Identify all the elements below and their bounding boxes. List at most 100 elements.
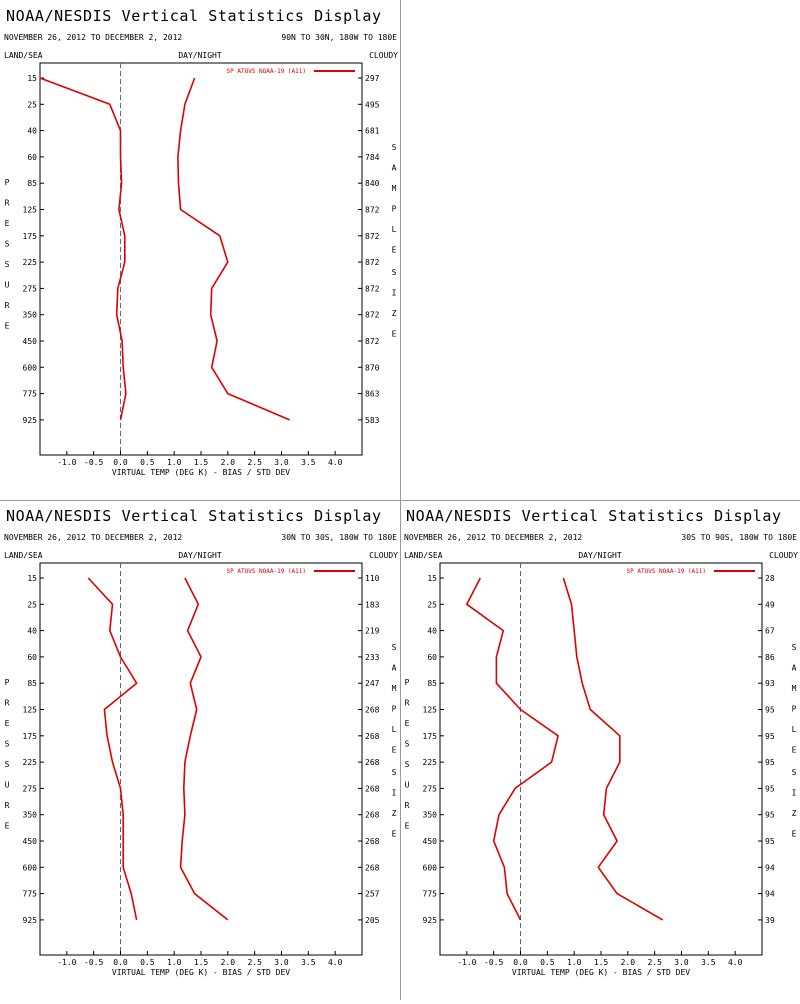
pressure-tick-label: 175 xyxy=(23,732,38,741)
sample-size-label: 95 xyxy=(765,706,775,715)
sample-axis-letter: E xyxy=(792,746,797,755)
sample-size-label: 67 xyxy=(765,627,775,636)
sample-size-label: 110 xyxy=(365,574,380,583)
x-tick-label: 1.5 xyxy=(194,458,209,467)
pressure-tick-label: 40 xyxy=(27,627,37,636)
sample-axis-letter: P xyxy=(792,705,797,714)
bias-series-line xyxy=(466,577,559,921)
cloudy-label: CLOUDY xyxy=(369,51,398,60)
sample-size-label: 93 xyxy=(765,679,775,688)
x-tick-label: 1.5 xyxy=(594,958,609,967)
sample-axis-letter: L xyxy=(392,725,397,734)
sample-size-label: 95 xyxy=(765,732,775,741)
std-dev-series-line xyxy=(177,77,290,421)
size-axis-letter: S xyxy=(792,768,797,777)
x-tick-label: 2.5 xyxy=(647,958,662,967)
pressure-axis-letter: R xyxy=(5,301,10,310)
pressure-axis-letter: R xyxy=(5,699,10,708)
region-label: 30N TO 30S, 180W TO 180E xyxy=(281,533,397,542)
date-range: NOVEMBER 26, 2012 TO DECEMBER 2, 2012 xyxy=(4,33,182,42)
x-tick-label: 0.0 xyxy=(113,958,128,967)
x-tick-label: 2.5 xyxy=(247,458,262,467)
chart-svg: NOAA/NESDIS Vertical Statistics Display N… xyxy=(4,7,398,477)
legend-label: SP ATOVS NOAA-19 (A11) xyxy=(227,68,306,75)
x-tick-label: 2.5 xyxy=(247,958,262,967)
x-tick-label: 4.0 xyxy=(328,958,343,967)
divider-horizontal xyxy=(0,500,800,501)
pressure-axis-letter: U xyxy=(5,781,10,790)
sample-size-label: 219 xyxy=(365,627,380,636)
x-tick-label: 0.0 xyxy=(513,958,528,967)
sample-axis-letter: S xyxy=(392,143,397,152)
sample-size-label: 872 xyxy=(365,206,380,215)
sample-size-label: 268 xyxy=(365,837,380,846)
x-axis-label: VIRTUAL TEMP (DEG K) - BIAS / STD DEV xyxy=(112,968,290,977)
x-tick-label: 2.0 xyxy=(621,958,636,967)
sample-size-label: 257 xyxy=(365,890,380,899)
pressure-tick-label: 175 xyxy=(23,232,38,241)
pressure-tick-label: 85 xyxy=(27,679,37,688)
sample-size-label: 840 xyxy=(365,179,380,188)
bias-series-line xyxy=(39,77,127,421)
pressure-tick-label: 275 xyxy=(23,284,38,293)
pressure-tick-label: 600 xyxy=(423,863,438,872)
pressure-axis-letter: S xyxy=(405,760,410,769)
sample-size-label: 39 xyxy=(765,916,775,925)
legend-label: SP ATOVS NOAA-19 (A11) xyxy=(227,568,306,575)
sample-axis-letter: A xyxy=(392,664,397,673)
day-night-label: DAY/NIGHT xyxy=(578,551,622,560)
date-range: NOVEMBER 26, 2012 TO DECEMBER 2, 2012 xyxy=(404,533,582,542)
size-axis-letter: Z xyxy=(392,309,397,318)
sample-size-label: 872 xyxy=(365,284,380,293)
chart-title: NOAA/NESDIS Vertical Statistics Display xyxy=(406,507,782,525)
x-tick-label: 4.0 xyxy=(728,958,743,967)
sample-size-label: 268 xyxy=(365,784,380,793)
sample-axis-letter: M xyxy=(392,184,397,193)
sample-size-label: 28 xyxy=(765,574,775,583)
sample-axis-letter: P xyxy=(392,705,397,714)
x-tick-label: 4.0 xyxy=(328,458,343,467)
pressure-tick-label: 450 xyxy=(423,837,438,846)
pressure-tick-label: 225 xyxy=(423,758,438,767)
x-axis-label: VIRTUAL TEMP (DEG K) - BIAS / STD DEV xyxy=(112,468,290,477)
x-tick-label: 0.0 xyxy=(113,458,128,467)
sample-size-label: 268 xyxy=(365,758,380,767)
pressure-tick-label: 15 xyxy=(427,574,437,583)
land-sea-label: LAND/SEA xyxy=(4,551,43,560)
pressure-tick-label: 15 xyxy=(27,574,37,583)
pressure-tick-label: 125 xyxy=(23,206,38,215)
chart-title: NOAA/NESDIS Vertical Statistics Display xyxy=(6,507,382,525)
pressure-tick-label: 350 xyxy=(423,811,438,820)
size-axis-letter: Z xyxy=(392,809,397,818)
pressure-tick-label: 85 xyxy=(27,179,37,188)
sample-size-label: 95 xyxy=(765,758,775,767)
sample-axis-letter: L xyxy=(792,725,797,734)
pressure-axis-letter: E xyxy=(5,322,10,331)
pressure-axis-letter: P xyxy=(5,678,10,687)
size-axis-letter: E xyxy=(792,830,797,839)
pressure-tick-label: 85 xyxy=(427,679,437,688)
pressure-tick-label: 60 xyxy=(27,653,37,662)
size-axis-letter: E xyxy=(392,330,397,339)
pressure-tick-label: 450 xyxy=(23,337,38,346)
cloudy-label: CLOUDY xyxy=(369,551,398,560)
x-tick-label: -1.0 xyxy=(57,458,76,467)
sample-size-label: 49 xyxy=(765,600,775,609)
pressure-axis-letter: R xyxy=(5,801,10,810)
pressure-tick-label: 925 xyxy=(23,416,38,425)
pressure-axis-letter: S xyxy=(5,260,10,269)
pressure-axis-letter: R xyxy=(405,801,410,810)
x-tick-label: 3.5 xyxy=(301,958,316,967)
sample-size-label: 95 xyxy=(765,837,775,846)
size-axis-letter: I xyxy=(392,289,397,298)
sample-size-label: 583 xyxy=(365,416,380,425)
sample-size-label: 268 xyxy=(365,706,380,715)
pressure-tick-label: 60 xyxy=(427,653,437,662)
pressure-axis-letter: U xyxy=(5,281,10,290)
pressure-tick-label: 600 xyxy=(23,863,38,872)
pressure-axis-letter: E xyxy=(5,719,10,728)
region-label: 90N TO 30N, 180W TO 180E xyxy=(281,33,397,42)
stats-panel-90n-30n: NOAA/NESDIS Vertical Statistics Display N… xyxy=(0,0,400,500)
pressure-tick-label: 600 xyxy=(23,363,38,372)
pressure-tick-label: 175 xyxy=(423,732,438,741)
